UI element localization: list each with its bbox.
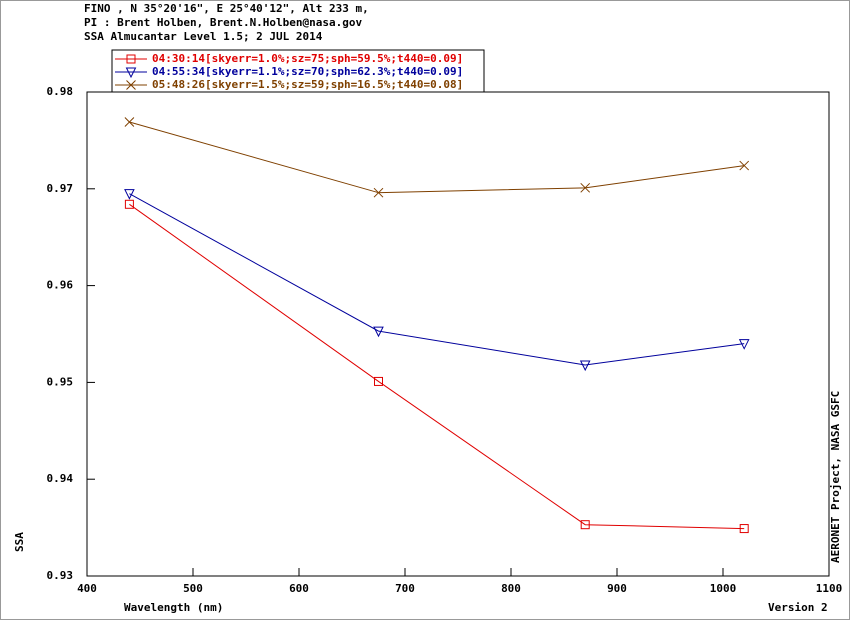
series-line xyxy=(129,203,745,530)
y-tick-label: 0.95 xyxy=(47,375,74,388)
marker xyxy=(126,54,136,64)
x-tick-label: 700 xyxy=(395,582,415,595)
header-line: SSA Almucantar Level 1.5; 2 JUL 2014 xyxy=(84,30,323,43)
series-line xyxy=(129,193,745,366)
plot-area xyxy=(86,91,830,577)
y-tick-label: 0.96 xyxy=(47,279,74,292)
y-tick-label: 0.97 xyxy=(47,182,74,195)
x-tick-label: 500 xyxy=(183,582,203,595)
marker xyxy=(738,339,750,350)
header-line: PI : Brent Holben, Brent.N.Holben@nasa.g… xyxy=(84,16,363,29)
marker xyxy=(739,160,750,171)
version-label: Version 2 xyxy=(768,601,828,614)
marker xyxy=(373,187,384,198)
marker xyxy=(374,376,383,386)
y-axis-label: SSA xyxy=(13,532,26,552)
marker xyxy=(580,182,591,193)
marker xyxy=(579,360,591,372)
legend xyxy=(111,49,485,93)
x-tick-label: 1000 xyxy=(710,582,737,595)
legend-label: 04:55:34[skyerr=1.1%;sz=70;sph=62.3%;t44… xyxy=(152,65,463,78)
header-line: FINO , N 35°20'16", E 25°40'12", Alt 233… xyxy=(84,2,369,15)
marker xyxy=(124,117,135,127)
marker xyxy=(124,189,135,200)
x-tick-label: 400 xyxy=(77,582,97,595)
marker xyxy=(580,520,590,530)
x-tick-label: 900 xyxy=(607,582,627,595)
x-axis-label: Wavelength (nm) xyxy=(124,601,223,614)
marker xyxy=(125,67,137,79)
y-tick-label: 0.94 xyxy=(47,472,74,485)
legend-label: 04:30:14[skyerr=1.0%;sz=75;sph=59.5%;t44… xyxy=(152,52,463,65)
x-tick-label: 800 xyxy=(501,582,521,595)
series-line xyxy=(129,121,745,194)
legend-label: 05:48:26[skyerr=1.5%;sz=59;sph=16.5%;t44… xyxy=(152,78,463,91)
marker xyxy=(739,524,749,534)
marker xyxy=(373,326,384,338)
x-tick-label: 600 xyxy=(289,582,309,595)
marker xyxy=(126,80,136,90)
right-label: AERONET Project, NASA GSFC xyxy=(829,391,842,563)
y-tick-label: 0.93 xyxy=(47,569,74,582)
y-tick-label: 0.98 xyxy=(47,85,74,98)
x-tick-label: 1100 xyxy=(816,582,843,595)
marker xyxy=(124,199,134,209)
